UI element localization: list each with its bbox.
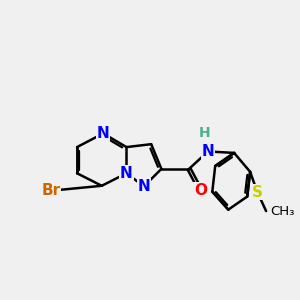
Text: O: O: [194, 183, 207, 198]
Text: N: N: [97, 126, 110, 141]
Text: S: S: [252, 185, 263, 200]
Text: CH₃: CH₃: [271, 205, 295, 218]
Text: N: N: [138, 179, 150, 194]
Text: N: N: [202, 144, 214, 159]
Text: N: N: [120, 166, 133, 181]
Text: Br: Br: [41, 183, 60, 198]
Text: H: H: [199, 125, 211, 140]
